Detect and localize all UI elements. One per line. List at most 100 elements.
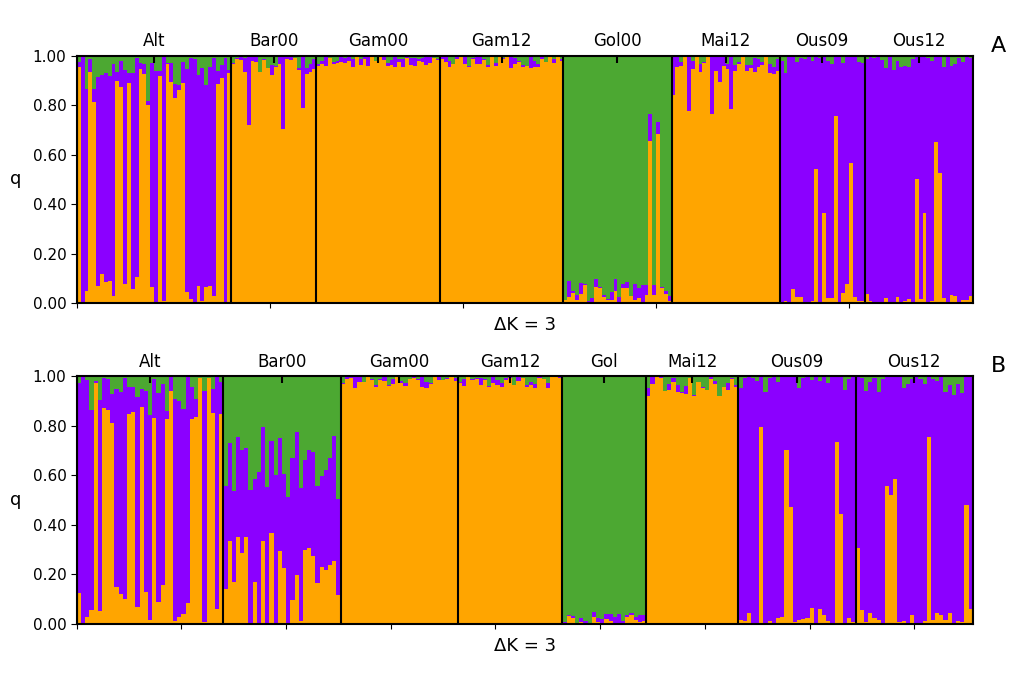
Bar <box>220 56 223 65</box>
Bar <box>502 56 506 58</box>
Bar <box>566 616 570 624</box>
Bar <box>106 410 111 624</box>
Bar <box>696 382 700 624</box>
Bar <box>880 60 884 303</box>
Bar <box>127 56 131 73</box>
Bar <box>103 56 108 73</box>
Bar <box>684 376 688 385</box>
Bar <box>208 56 212 67</box>
Bar <box>432 58 436 303</box>
Bar <box>89 376 93 410</box>
Bar <box>343 56 347 59</box>
Bar <box>559 56 563 59</box>
Bar <box>877 392 881 620</box>
Bar <box>336 63 339 303</box>
Bar <box>148 376 153 415</box>
Bar <box>714 56 718 70</box>
Bar <box>153 379 157 418</box>
Bar <box>467 67 471 303</box>
Bar <box>482 56 486 59</box>
Bar <box>609 300 613 303</box>
Bar <box>463 64 467 303</box>
Bar <box>709 376 713 377</box>
Bar <box>818 381 822 609</box>
Bar <box>861 56 864 63</box>
Bar <box>454 378 458 381</box>
Bar <box>189 387 194 420</box>
Bar <box>965 300 969 303</box>
Bar <box>729 109 733 303</box>
Bar <box>529 376 534 383</box>
Bar <box>772 74 776 303</box>
Bar <box>157 376 161 392</box>
Bar <box>622 622 626 624</box>
Bar <box>116 81 119 303</box>
Bar <box>830 376 835 624</box>
Bar <box>253 582 257 624</box>
Bar <box>111 422 115 624</box>
Bar <box>93 383 97 624</box>
Bar <box>92 56 96 89</box>
Bar <box>563 56 567 300</box>
Bar <box>558 377 562 378</box>
Bar <box>399 376 403 381</box>
Bar <box>273 376 278 475</box>
Bar <box>387 376 391 385</box>
Bar <box>487 376 492 385</box>
Bar <box>138 68 142 303</box>
Bar <box>889 495 893 624</box>
Bar <box>613 279 617 291</box>
Bar <box>516 377 520 381</box>
Bar <box>792 56 796 289</box>
Bar <box>397 63 401 303</box>
Bar <box>307 376 311 450</box>
Bar <box>834 116 838 303</box>
Bar <box>494 63 498 66</box>
Bar <box>341 384 345 624</box>
Bar <box>668 390 672 624</box>
Bar <box>734 387 738 624</box>
Bar <box>575 295 579 300</box>
Bar <box>749 56 753 65</box>
Bar <box>353 377 357 388</box>
Bar <box>787 56 792 302</box>
Bar <box>648 56 652 114</box>
Bar <box>927 302 931 303</box>
Bar <box>462 385 466 624</box>
Bar <box>177 84 181 91</box>
Bar <box>269 441 273 533</box>
Bar <box>676 57 679 67</box>
Bar <box>127 413 131 624</box>
Bar <box>97 400 102 611</box>
Bar <box>406 56 409 58</box>
Bar <box>399 383 403 624</box>
Bar <box>805 377 810 618</box>
Bar <box>459 56 463 57</box>
Bar <box>746 376 751 613</box>
Bar <box>646 388 650 396</box>
Bar <box>319 376 324 476</box>
Bar <box>100 56 103 75</box>
Bar <box>722 387 726 624</box>
Bar <box>123 284 127 303</box>
Bar <box>343 63 347 303</box>
Bar <box>270 56 273 65</box>
Bar <box>952 622 956 624</box>
Bar <box>733 56 737 65</box>
Bar <box>282 129 286 303</box>
Bar <box>884 56 888 68</box>
Bar <box>239 56 243 60</box>
Bar <box>783 73 787 301</box>
Bar <box>680 392 684 624</box>
Bar <box>261 542 265 624</box>
Bar <box>965 57 969 300</box>
Bar <box>556 57 559 303</box>
Bar <box>726 376 730 383</box>
Bar <box>524 376 529 385</box>
Bar <box>910 379 914 615</box>
Bar <box>367 66 371 303</box>
Bar <box>851 377 856 622</box>
Bar <box>637 298 641 303</box>
Bar <box>849 162 853 303</box>
Bar <box>588 623 592 624</box>
